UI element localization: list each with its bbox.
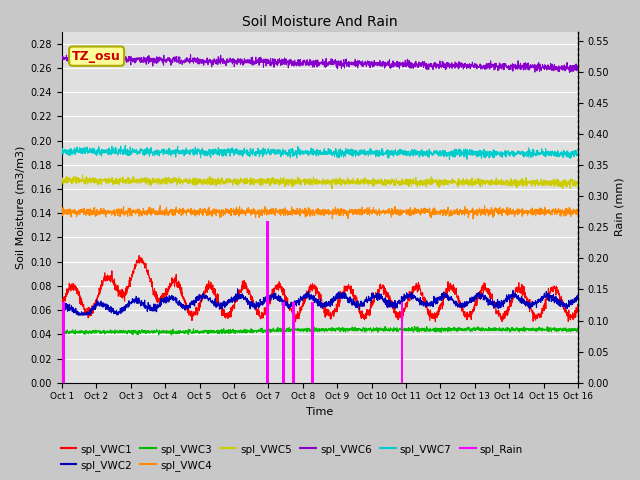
Bar <box>292 302 294 383</box>
X-axis label: Time: Time <box>307 407 333 417</box>
Y-axis label: Soil Moisture (m3/m3): Soil Moisture (m3/m3) <box>15 145 25 269</box>
Title: Soil Moisture And Rain: Soil Moisture And Rain <box>242 15 398 29</box>
Bar <box>311 302 314 383</box>
Text: TZ_osu: TZ_osu <box>72 49 121 63</box>
Legend: spl_VWC1, spl_VWC2, spl_VWC3, spl_VWC4, spl_VWC5, spl_VWC6, spl_VWC7, spl_Rain: spl_VWC1, spl_VWC2, spl_VWC3, spl_VWC4, … <box>56 439 527 475</box>
Bar <box>282 302 285 383</box>
Bar <box>62 302 65 383</box>
Y-axis label: Rain (mm): Rain (mm) <box>615 178 625 237</box>
Bar <box>266 221 269 383</box>
Bar <box>401 302 403 383</box>
